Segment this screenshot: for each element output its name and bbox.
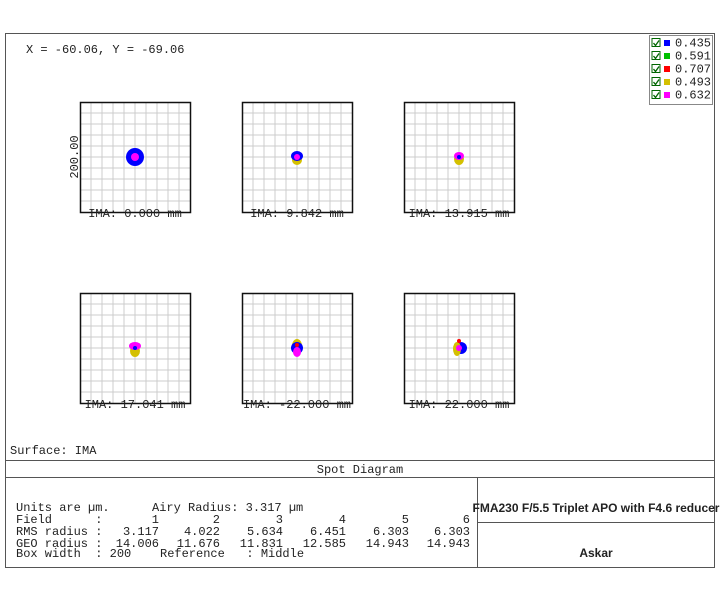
legend-label: 0.591 <box>675 50 711 64</box>
row-value: 2 <box>213 513 220 527</box>
scale-label: 200.00 <box>68 135 82 178</box>
legend-check <box>652 53 660 60</box>
legend-label: 0.632 <box>675 89 711 103</box>
panel-box <box>403 101 516 214</box>
legend-checkbox <box>651 64 661 73</box>
row-value: 11.676 <box>177 537 220 551</box>
row-value: 5 <box>402 513 409 527</box>
footer-title: Spot Diagram <box>317 463 403 477</box>
legend-checkbox <box>651 90 661 99</box>
panel-box <box>241 101 354 214</box>
panel-label: IMA: 0.000 mm <box>88 207 182 221</box>
legend-label: 0.493 <box>675 76 711 90</box>
legend-check <box>652 66 660 73</box>
units: Units are µm. <box>16 501 110 515</box>
spot <box>295 343 299 347</box>
row-value: 14.943 <box>427 537 470 551</box>
row-label: GEO radius : <box>16 537 102 551</box>
spot <box>293 347 301 357</box>
panel-label: IMA: 17.041 mm <box>85 398 186 412</box>
coordinates: X = -60.06, Y = -69.06 <box>26 43 184 57</box>
legend-checkbox <box>651 51 661 60</box>
spot <box>457 339 461 343</box>
legend-label: 0.707 <box>675 63 711 77</box>
spot <box>131 153 139 161</box>
panel-box <box>403 292 516 405</box>
row-value: 4 <box>339 513 346 527</box>
row-label: RMS radius : <box>16 525 102 539</box>
row-value: 14.006 <box>116 537 159 551</box>
legend-symbol <box>664 92 670 98</box>
spot <box>294 154 300 160</box>
spot <box>133 346 137 350</box>
legend-checkbox <box>651 77 661 86</box>
row-value: 11.831 <box>240 537 283 551</box>
box-width: Box width : 200 <box>16 547 131 561</box>
row-value: 4.022 <box>184 525 220 539</box>
legend-check <box>652 79 660 86</box>
row-value: 6.303 <box>373 525 409 539</box>
panel-box <box>79 101 192 214</box>
row-value: 6.303 <box>434 525 470 539</box>
panel-box <box>241 292 354 405</box>
legend-check <box>652 40 660 47</box>
reference: Reference : Middle <box>160 547 304 561</box>
legend-label: 0.435 <box>675 37 711 51</box>
brand-logo: Askar <box>579 546 613 560</box>
legend-symbol <box>664 40 670 46</box>
legend-checkbox <box>651 38 661 47</box>
panel-label: IMA: 9.842 mm <box>250 207 344 221</box>
row-value: 3 <box>276 513 283 527</box>
row-value: 6 <box>463 513 470 527</box>
legend-check <box>652 92 660 99</box>
panel-label: IMA: 22.000 mm <box>409 398 510 412</box>
row-value: 14.943 <box>366 537 409 551</box>
legend-symbol <box>664 53 670 59</box>
row-value: 3.117 <box>123 525 159 539</box>
row-value: 6.451 <box>310 525 346 539</box>
legend-symbol <box>664 66 670 72</box>
legend-symbol <box>664 79 670 85</box>
outer-frame <box>5 33 715 568</box>
panel-label: IMA: 13.915 mm <box>409 207 510 221</box>
row-value: 1 <box>152 513 159 527</box>
panel-label: IMA: -22.000 mm <box>243 398 351 412</box>
panel-box <box>79 292 192 405</box>
row-value: 12.585 <box>303 537 346 551</box>
spot <box>456 345 462 351</box>
airy-radius: Airy Radius: 3.317 µm <box>152 501 303 515</box>
row-value: 5.634 <box>247 525 283 539</box>
surface-label: Surface: IMA <box>10 444 97 458</box>
row-label: Field : <box>16 513 102 527</box>
spot <box>457 155 461 159</box>
product-name: FMA230 F/5.5 Triplet APO with F4.6 reduc… <box>473 501 720 515</box>
